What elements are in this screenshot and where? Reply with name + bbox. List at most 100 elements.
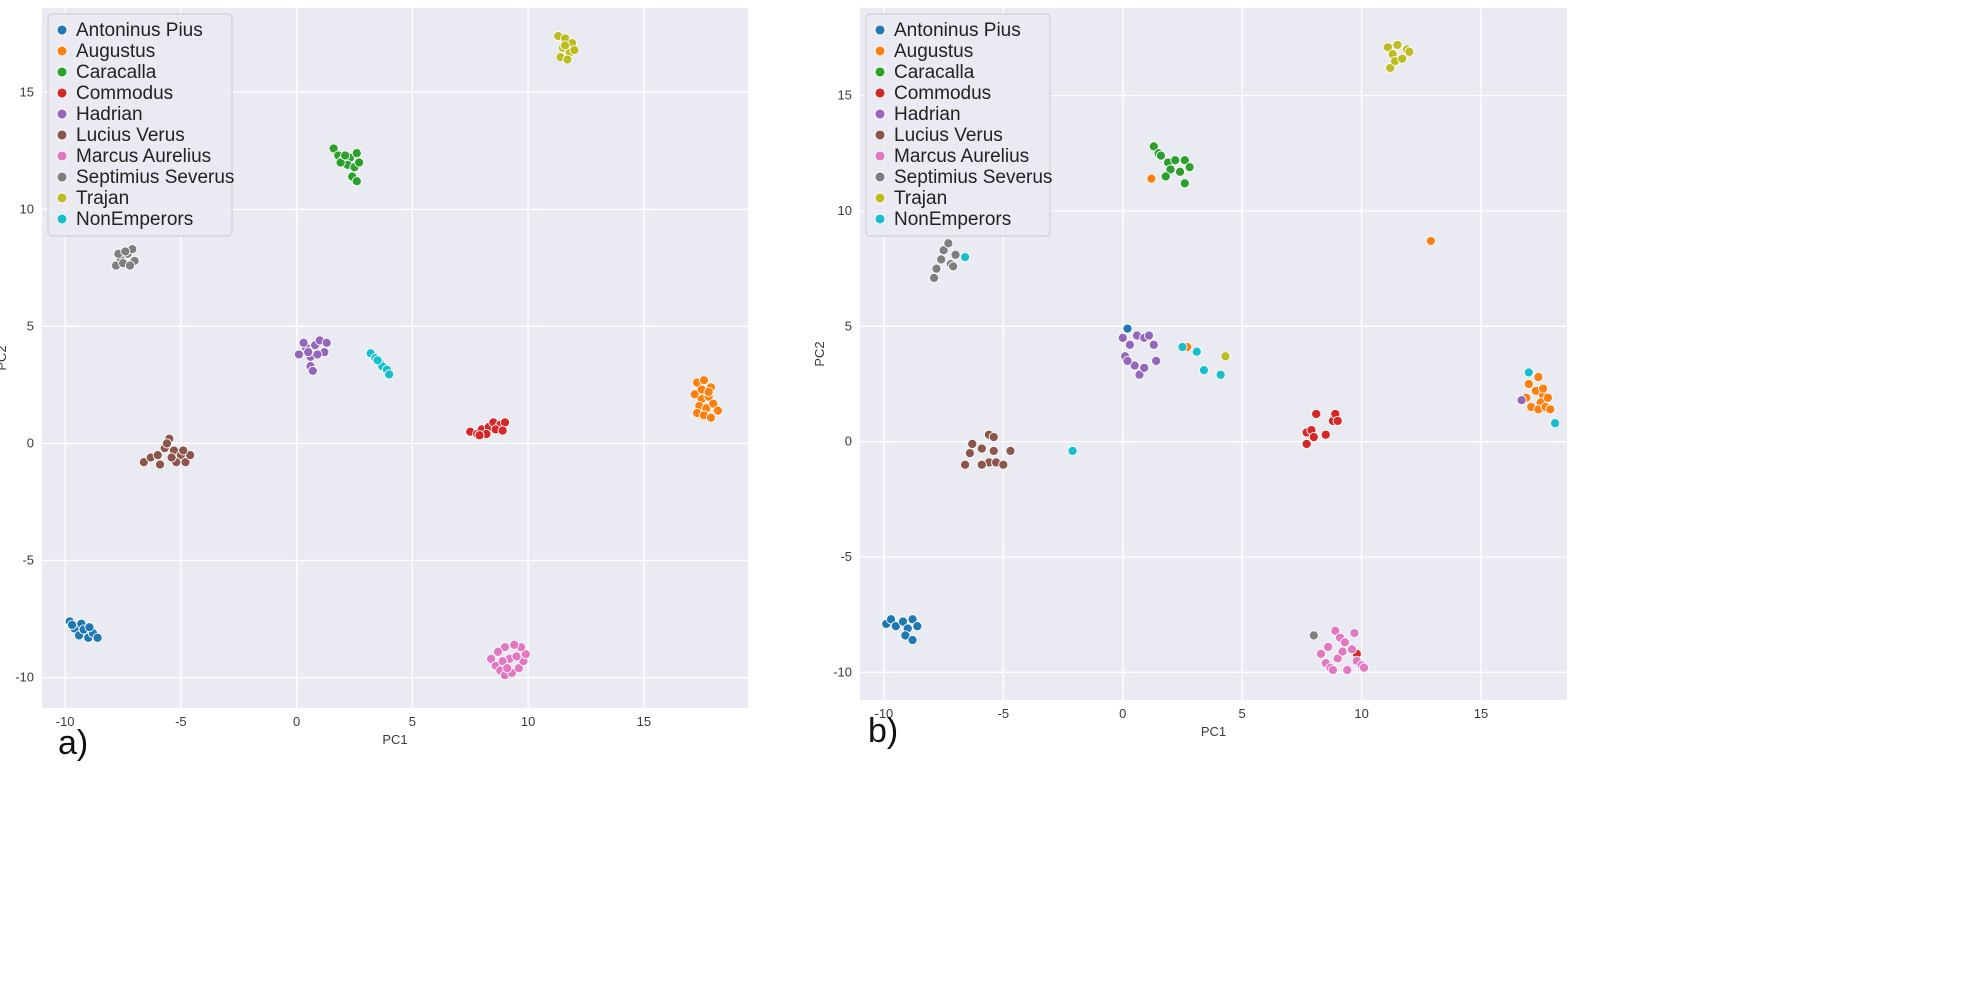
point-caracalla <box>340 150 351 161</box>
point-marcus-aurelius <box>509 639 520 650</box>
point-marcus-aurelius <box>497 656 508 667</box>
point-lucius-verus <box>152 450 163 461</box>
point-trajan <box>1382 42 1393 53</box>
point-trajan <box>569 45 580 56</box>
point-caracalla <box>1160 171 1171 182</box>
point-hadrian <box>321 337 332 348</box>
point-hadrian <box>1124 339 1135 350</box>
legend-label-lucius-verus: Lucius Verus <box>76 125 185 146</box>
point-lucius-verus <box>1005 445 1016 456</box>
y-tick-label-b: -10 <box>833 664 852 679</box>
point-hadrian <box>1151 355 1162 366</box>
point-augustus <box>705 412 717 423</box>
point-nonemperors <box>1215 369 1226 380</box>
legend-marker-caracalla <box>56 66 68 78</box>
point-marcus-aurelius <box>499 642 511 653</box>
point-augustus <box>1533 372 1544 383</box>
legend-label-septimius-severus: Septimius Severus <box>76 167 234 188</box>
point-caracalla <box>1148 141 1159 152</box>
legend-marker-hadrian <box>56 108 68 120</box>
point-marcus-aurelius <box>1349 628 1360 639</box>
legend-marker-antoninus-pius <box>874 24 886 36</box>
point-antoninus-pius <box>897 616 909 627</box>
x-tick-label-b: 15 <box>1474 706 1488 721</box>
point-antoninus-pius <box>890 621 901 632</box>
point-hadrian <box>298 337 309 348</box>
legend-label-lucius-verus: Lucius Verus <box>894 125 1003 146</box>
panel-label-b: b) <box>868 712 899 750</box>
point-caracalla <box>354 157 365 168</box>
x-axis-label-a: PC1 <box>382 732 407 747</box>
point-septimius-severus <box>120 246 131 257</box>
point-nonemperors <box>384 369 395 380</box>
legend-marker-augustus <box>874 45 886 57</box>
point-nonemperors <box>1191 346 1202 357</box>
point-hadrian <box>1139 362 1150 373</box>
point-nonemperors <box>960 252 971 263</box>
point-septimius-severus <box>931 263 942 274</box>
point-nonemperors <box>1550 418 1561 429</box>
legend-marker-trajan <box>56 192 68 204</box>
point-antoninus-pius <box>1122 323 1133 334</box>
point-hadrian <box>307 365 318 376</box>
legend-marker-hadrian <box>874 108 886 120</box>
point-trajan <box>1397 53 1408 64</box>
point-commodus <box>1332 415 1343 426</box>
point-lucius-verus <box>138 457 149 468</box>
legend-label-commodus: Commodus <box>894 83 991 104</box>
point-lucius-verus <box>178 445 189 456</box>
y-tick-label-a: 15 <box>20 84 34 99</box>
point-antoninus-pius <box>92 632 103 643</box>
legend-label-antoninus-pius: Antoninus Pius <box>76 20 203 41</box>
point-commodus <box>497 425 508 436</box>
point-hadrian <box>312 349 323 360</box>
point-marcus-aurelius <box>1358 662 1370 673</box>
point-lucius-verus <box>155 459 166 470</box>
point-antoninus-pius <box>886 614 897 625</box>
point-caracalla <box>1179 155 1190 166</box>
point-hadrian <box>1134 369 1145 380</box>
point-hadrian <box>1148 339 1159 350</box>
legend-label-commodus: Commodus <box>76 83 173 104</box>
point-lucius-verus <box>185 450 196 461</box>
point-lucius-verus <box>161 438 173 449</box>
point-antoninus-pius <box>67 619 78 630</box>
point-trajan <box>1404 46 1415 57</box>
y-axis-label-b: PC2 <box>812 341 827 366</box>
point-hadrian <box>1143 330 1155 341</box>
legend-marker-septimius-severus <box>56 171 68 183</box>
point-augustus <box>1146 173 1157 184</box>
point-augustus <box>703 386 714 397</box>
point-commodus <box>499 417 511 428</box>
x-tick-label-a: -10 <box>56 714 75 729</box>
point-lucius-verus <box>988 431 999 443</box>
point-trajan <box>1385 62 1396 74</box>
point-septimius-severus <box>938 245 949 256</box>
point-marcus-aurelius <box>1337 646 1348 657</box>
legend-marker-trajan <box>874 192 886 204</box>
point-antoninus-pius <box>912 621 923 632</box>
point-marcus-aurelius <box>502 663 513 674</box>
point-caracalla <box>351 176 362 187</box>
point-lucius-verus <box>976 459 987 470</box>
x-tick-label-a: 5 <box>409 714 416 729</box>
x-tick-label-a: 10 <box>521 714 535 729</box>
y-tick-label-a: 5 <box>27 318 34 333</box>
x-tick-label-b: 5 <box>1239 706 1246 721</box>
legend-label-hadrian: Hadrian <box>894 104 961 125</box>
legend-marker-commodus <box>56 87 68 99</box>
point-augustus <box>689 389 700 400</box>
scatter-chart-b: -10 -5 0 5 10 15 -10 -5 0 5 10 15 PC1 PC2 Antoninus Pi… <box>812 8 1567 739</box>
x-tick-label-b: -5 <box>998 706 1010 721</box>
point-augustus <box>698 375 710 386</box>
point-marcus-aurelius <box>1323 641 1334 652</box>
point-antoninus-pius <box>84 622 95 633</box>
legend-label-nonemperors: NonEmperors <box>76 209 193 230</box>
point-hadrian <box>293 349 304 360</box>
point-hadrian <box>1117 332 1128 343</box>
point-nonemperors <box>1523 367 1534 378</box>
point-lucius-verus <box>166 452 177 463</box>
point-lucius-verus <box>988 445 999 456</box>
point-lucius-verus <box>964 448 975 459</box>
point-commodus <box>1311 408 1322 420</box>
